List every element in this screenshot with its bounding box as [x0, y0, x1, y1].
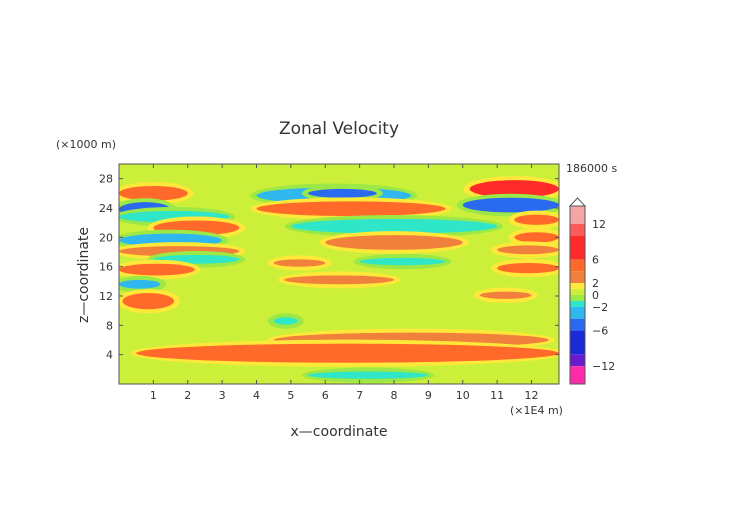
colorbar-arrow — [568, 197, 587, 207]
colorbar-label-6: −12 — [592, 360, 615, 373]
band-24 — [479, 291, 532, 299]
band-3 — [308, 188, 377, 198]
colorbar-segment-11 — [570, 330, 585, 355]
band-18 — [359, 257, 446, 266]
band-25 — [273, 317, 298, 325]
x-tick-label-3: 3 — [219, 389, 226, 402]
x-tick-label-6: 6 — [322, 389, 329, 402]
band-4 — [462, 197, 559, 213]
band-13 — [514, 232, 559, 243]
y-tick-label-16: 16 — [99, 261, 113, 274]
band-15 — [497, 245, 559, 255]
y-tick-label-12: 12 — [99, 290, 113, 303]
colorbar-segment-4 — [570, 271, 585, 284]
band-23 — [122, 293, 174, 310]
band-27 — [136, 343, 559, 363]
colorbar-segment-12 — [570, 354, 585, 367]
y-tick-label-4: 4 — [106, 349, 113, 362]
band-19 — [119, 263, 195, 276]
time-label: 186000 s — [566, 162, 617, 175]
band-0 — [119, 186, 188, 201]
colorbar-label-0: 12 — [592, 218, 606, 231]
colorbar-segment-2 — [570, 235, 585, 260]
x-tick-label-8: 8 — [391, 389, 398, 402]
band-10 — [290, 219, 498, 234]
plot-frame — [118, 163, 560, 385]
colorbar-segment-6 — [570, 289, 585, 295]
colorbar-label-5: −6 — [592, 325, 608, 338]
band-20 — [497, 263, 559, 274]
x-tick-label-5: 5 — [287, 389, 294, 402]
colorbar-segment-8 — [570, 300, 585, 307]
band-6 — [256, 201, 446, 217]
colorbar-segment-1 — [570, 223, 585, 236]
x-tick-label-7: 7 — [356, 389, 363, 402]
colorbar-segment-13 — [570, 366, 585, 384]
x-tick-label-4: 4 — [253, 389, 260, 402]
colorbar-segment-3 — [570, 259, 585, 272]
band-22 — [119, 279, 161, 289]
y-tick-label-20: 20 — [99, 231, 113, 244]
colorbar-segment-7 — [570, 295, 585, 301]
band-12 — [325, 235, 463, 250]
x-axis-label: x—coordinate — [291, 424, 388, 440]
colorbar-segment-10 — [570, 318, 585, 331]
colorbar-segment-5 — [570, 283, 585, 290]
chart-title: Zonal Velocity — [279, 119, 399, 139]
band-8 — [514, 214, 559, 225]
x-tick-label-12: 12 — [525, 389, 539, 402]
y-axis: 4 8 12 16 20 24 28 — [99, 173, 559, 362]
colorbar-label-3: 0 — [592, 289, 599, 302]
colorbar-label-1: 6 — [592, 253, 599, 266]
y-tick-label-28: 28 — [99, 173, 113, 186]
x-tick-label-10: 10 — [456, 389, 470, 402]
y-axis-label: z—coordinate — [76, 227, 92, 323]
y-tick-label-24: 24 — [99, 202, 113, 215]
plot-area — [118, 163, 560, 385]
colorbar-label-4: −2 — [592, 301, 608, 314]
colorbar-segment-9 — [570, 306, 585, 319]
x-tick-label-1: 1 — [150, 389, 157, 402]
y-tick-label-8: 8 — [106, 319, 113, 332]
band-17 — [273, 259, 326, 267]
x-tick-label-9: 9 — [425, 389, 432, 402]
x-axis: 1 2 3 4 5 6 7 8 9 10 11 12 — [150, 164, 539, 402]
y-unit-label: (×1000 m) — [56, 138, 116, 151]
colorbar-label-2: 2 — [592, 277, 599, 290]
band-28 — [308, 371, 429, 379]
band-21 — [284, 275, 394, 285]
band-1 — [469, 180, 559, 198]
x-unit-label: (×1E4 m) — [510, 404, 563, 417]
colorbar-segment-0 — [570, 206, 585, 224]
x-tick-label-2: 2 — [184, 389, 191, 402]
x-tick-label-11: 11 — [490, 389, 504, 402]
colorbar: 12 6 20−2 −6 −12 — [568, 197, 615, 385]
